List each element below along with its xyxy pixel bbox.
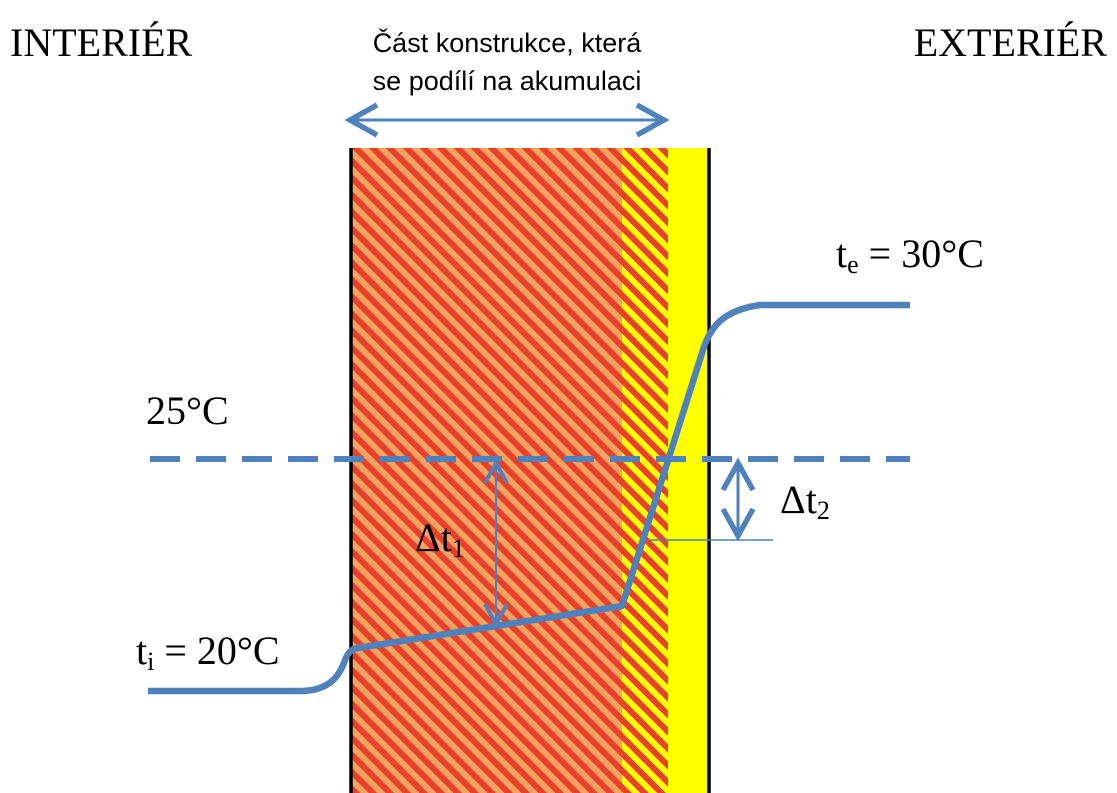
delta-t2-label: Δt2 bbox=[780, 477, 830, 525]
dt1-symbol: Δt bbox=[415, 515, 452, 560]
delta-t1-label: Δt1 bbox=[415, 515, 465, 563]
accumulation-caption-line1: Část konstrukce, která bbox=[373, 27, 643, 58]
dt2-subscript: 2 bbox=[817, 496, 830, 525]
accumulation-caption-line2: se podílí na akumulaci bbox=[373, 66, 642, 96]
te-value: = 30°C bbox=[859, 231, 984, 276]
ti-value: = 20°C bbox=[154, 628, 279, 673]
interior-temperature-label: ti = 20°C bbox=[136, 628, 280, 676]
temperature-profile-line bbox=[148, 301, 910, 695]
dt1-subscript: 1 bbox=[452, 534, 465, 563]
exterior-label: EXTERIÉR bbox=[914, 20, 1108, 65]
interior-label: INTERIÉR bbox=[10, 20, 193, 65]
masonry-layer bbox=[351, 148, 623, 793]
exterior-temperature-label: te = 30°C bbox=[836, 231, 984, 279]
dt2-symbol: Δt bbox=[780, 477, 817, 522]
te-symbol: t bbox=[836, 231, 847, 276]
te-subscript: e bbox=[847, 250, 859, 279]
transition-layer bbox=[622, 148, 669, 793]
insulation-layer bbox=[668, 148, 709, 793]
ti-subscript: i bbox=[147, 647, 154, 676]
ti-symbol: t bbox=[136, 628, 147, 673]
reference-25-label: 25°C bbox=[146, 388, 229, 433]
